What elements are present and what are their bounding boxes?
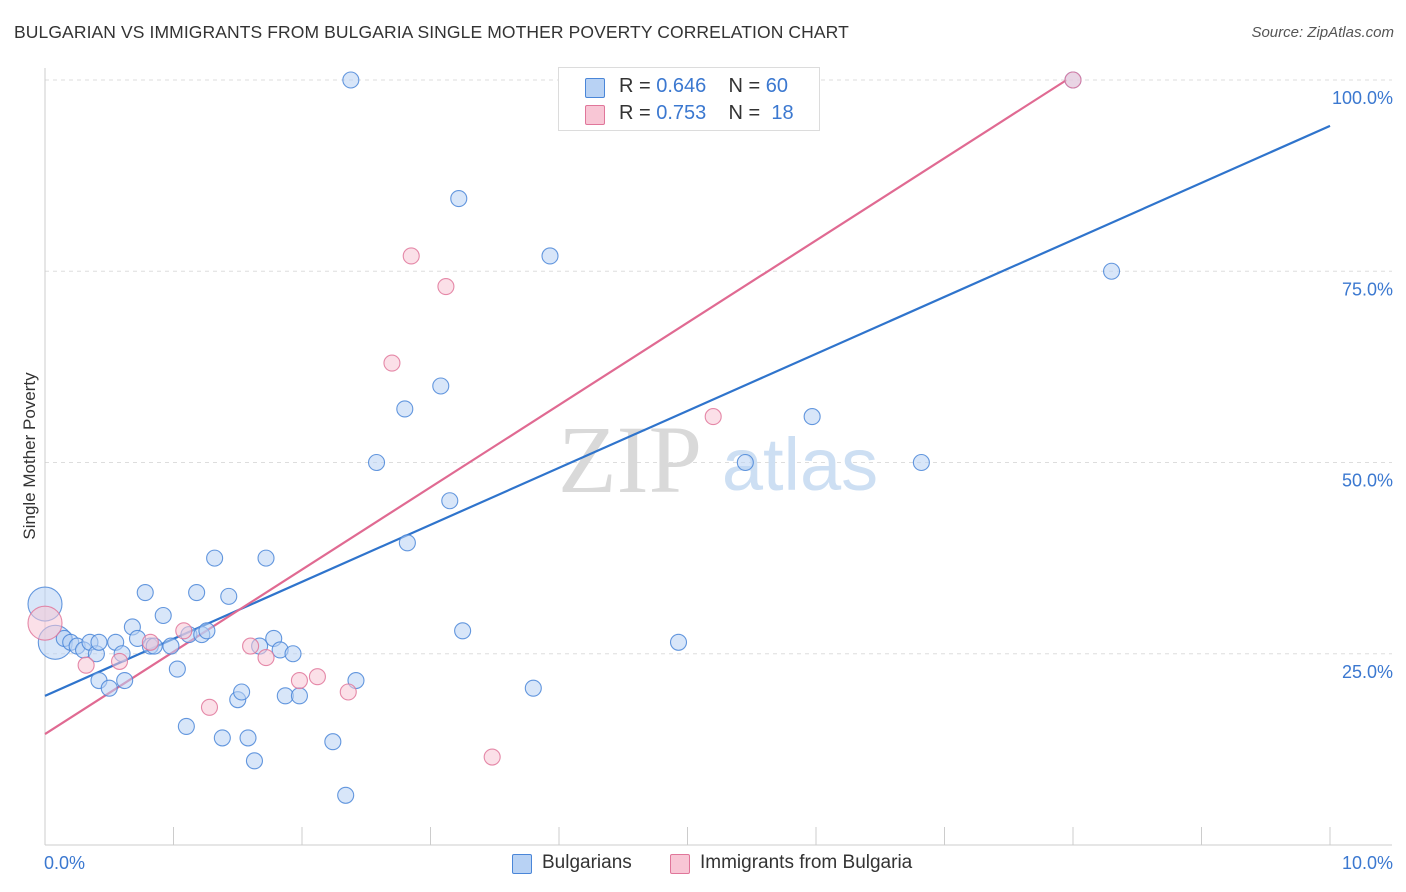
y-axis-label: Single Mother Poverty [20,372,39,540]
point-immigrants [77,656,95,674]
point-bulgarians [257,549,275,567]
watermark-zip: ZIP [558,406,702,513]
point-bulgarians [90,633,108,651]
gridlines [45,79,1392,655]
point-bulgarians [524,679,542,697]
point-bulgarians [541,247,559,265]
point-immigrants [383,354,401,372]
point-bulgarians [245,752,264,770]
y-tick-label: 25.0% [1342,662,1393,682]
axes [44,68,1392,846]
legend-n-label: N = [728,102,761,124]
legend-swatch-immigrants [585,105,605,125]
point-bulgarians [290,687,308,705]
y-tick-label: 75.0% [1342,279,1393,299]
trend-line-immigrants [44,79,1068,736]
x-tick-label: 10.0% [1342,853,1393,873]
point-bulgarians [396,400,414,418]
data-points [27,71,1121,804]
series-label-immigrants: Immigrants from Bulgaria [700,852,913,873]
point-bulgarians [198,622,216,640]
y-tick-label: 100.0% [1332,88,1393,108]
y-tick-label: 50.0% [1342,471,1393,491]
point-bulgarians [154,606,172,625]
point-immigrants [402,247,420,265]
chart-title: BULGARIAN VS IMMIGRANTS FROM BULGARIA SI… [14,22,849,42]
point-immigrants [308,668,326,686]
point-immigrants [200,698,219,716]
point-immigrants [27,605,63,641]
point-immigrants [437,277,455,296]
point-immigrants [257,649,275,667]
series-swatch-immigrants [670,854,690,874]
point-bulgarians [284,645,302,663]
point-bulgarians [213,729,231,747]
point-bulgarians [337,786,355,804]
point-immigrants [483,748,501,766]
point-bulgarians [220,587,238,605]
point-bulgarians [342,71,360,89]
point-bulgarians [162,637,180,655]
point-immigrants [242,637,260,655]
point-bulgarians [398,534,416,552]
point-bulgarians [454,622,472,640]
point-bulgarians [100,679,118,697]
watermark: ZIP atlas [558,406,878,513]
point-bulgarians [177,717,195,735]
point-immigrants [1064,71,1082,89]
legend-n-value-immigrants: 18 [771,102,794,124]
legend-r-label: R = [619,75,651,97]
point-immigrants [110,652,129,670]
point-bulgarians [168,660,186,678]
trend-lines [44,79,1331,736]
tick-labels: 25.0% 50.0% 75.0% 100.0% 0.0% 10.0% [44,88,1393,873]
series-swatch-bulgarians [512,854,532,874]
point-immigrants [175,622,193,640]
point-bulgarians [239,729,257,747]
point-immigrants [704,408,722,426]
point-bulgarians [450,190,468,208]
point-bulgarians [432,377,450,395]
trend-line-bulgarians [44,124,1331,697]
point-bulgarians [188,583,206,602]
point-bulgarians [324,733,342,751]
point-bulgarians [206,549,224,567]
point-immigrants [339,683,357,701]
series-label-bulgarians: Bulgarians [542,852,632,873]
stats-legend: R = 0.646 N = 60 R = 0.753 N = 18 [558,67,820,131]
point-bulgarians [1103,262,1121,280]
point-bulgarians [736,453,754,472]
legend-swatch-bulgarians [585,78,605,98]
point-bulgarians [912,453,930,472]
point-bulgarians [803,408,821,426]
point-bulgarians [441,492,459,510]
legend-n-label: N = [728,75,761,97]
legend-r-label: R = [619,102,651,124]
x-tick-label: 0.0% [44,853,85,873]
point-bulgarians [136,583,154,602]
source-credit: Source: ZipAtlas.com [1251,24,1394,41]
legend-r-value-immigrants: 0.753 [656,102,707,124]
point-immigrants [290,671,308,690]
point-immigrants [141,633,159,651]
point-bulgarians [669,633,688,651]
point-bulgarians [116,671,134,690]
point-bulgarians [367,453,386,472]
point-bulgarians [233,683,251,701]
legend-n-value-bulgarians: 60 [765,75,789,97]
legend-r-value-bulgarians: 0.646 [656,75,707,97]
